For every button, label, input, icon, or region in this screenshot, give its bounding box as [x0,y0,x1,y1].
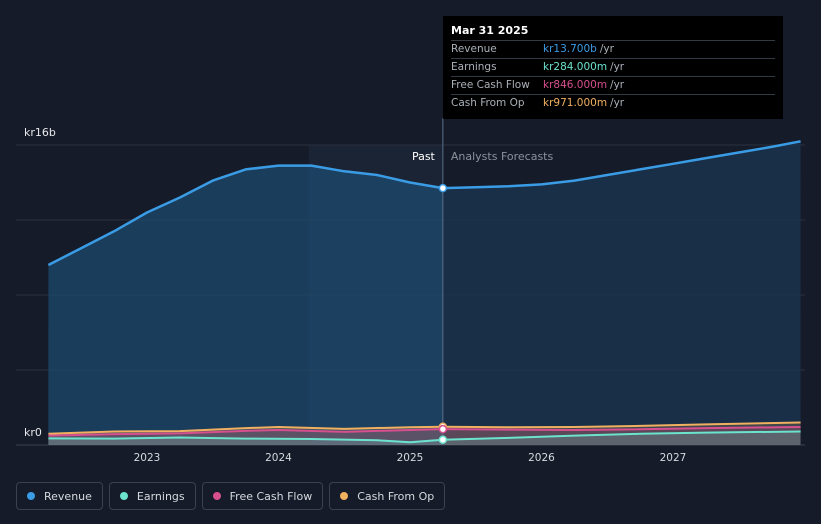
legend-dot-icon [27,492,35,500]
tooltip-label: Earnings [451,61,497,73]
y-tick-label: kr0 [24,426,42,439]
tooltip-label: Revenue [451,43,497,55]
legend-item-earnings[interactable]: Earnings [108,482,196,510]
legend-label: Earnings [136,489,185,503]
forecast-label: Analysts Forecasts [451,150,554,163]
legend-label: Cash From Op [357,489,435,503]
legend-dot-icon [340,492,349,500]
past-label: Past [412,150,436,163]
legend-label: Free Cash Flow [229,489,313,503]
x-tick-label: 2024 [265,452,292,464]
tooltip-row-cash-from-op: Cash From Op kr971.000m /yr [451,94,775,112]
tooltip-unit: /yr [610,61,625,73]
tooltip-label: Free Cash Flow [451,79,530,91]
revenue-area-forecast [442,141,801,446]
cash-from-op-line [48,421,801,435]
tooltip-row-free-cash-flow: Free Cash Flow kr846.000m /yr [451,76,775,94]
tooltip-unit: /yr [599,43,614,55]
revenue-area-past [48,165,443,445]
tooltip-row-earnings: Earnings kr284.000m /yr [451,58,775,76]
tooltip-value: kr284.000m [543,61,608,73]
revenue-line [47,140,801,267]
x-tick-label: 2025 [397,452,424,464]
data-tooltip: Mar 31 2025 Revenue kr13.700b /yr Earnin… [443,16,783,119]
tooltip-row-revenue: Revenue kr13.700b /yr [451,40,775,58]
earnings-line [48,430,801,444]
revenue-marker [438,183,448,193]
legend-label: Revenue [44,489,92,503]
x-tick-label: 2026 [528,452,555,464]
x-tick-label: 2023 [134,452,161,464]
chart-legend: Revenue Earnings Free Cash Flow Cash Fro… [16,482,446,510]
tooltip-unit: /yr [610,79,625,91]
legend-item-revenue[interactable]: Revenue [16,482,103,510]
earnings-marker [438,435,448,444]
tooltip-label: Cash From Op [451,97,525,109]
free-cash-flow-line [48,426,801,437]
tooltip-value: kr846.000m [543,79,608,91]
free-cash-flow-marker [438,424,448,434]
legend-item-cash-from-op[interactable]: Cash From Op [329,482,446,510]
x-tick-label: 2027 [660,452,687,464]
tooltip-value: kr13.700b [543,43,597,55]
tooltip-value: kr971.000m [543,97,608,109]
legend-dot-icon [212,492,221,500]
legend-dot-icon [119,492,128,500]
y-tick-label: kr16b [24,126,56,139]
tooltip-unit: /yr [610,97,625,109]
legend-item-free-cash-flow[interactable]: Free Cash Flow [201,482,324,510]
tooltip-date: Mar 31 2025 [451,24,529,37]
